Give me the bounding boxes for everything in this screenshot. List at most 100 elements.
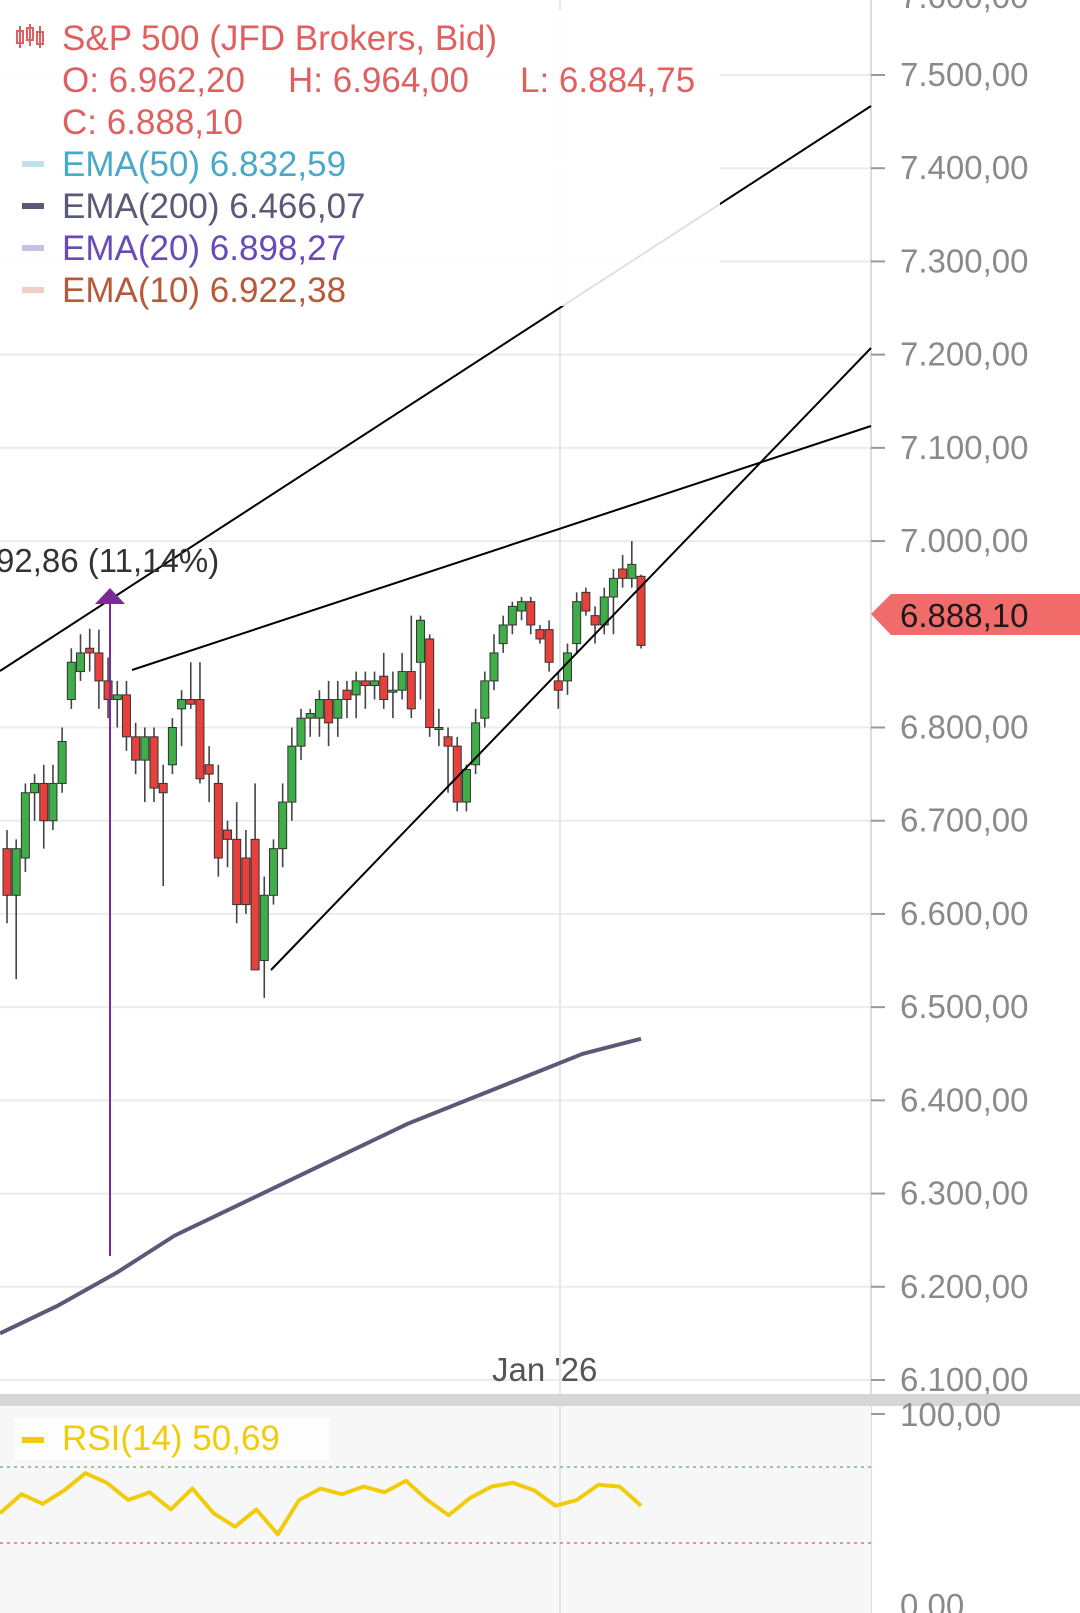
candle-body — [370, 680, 380, 687]
candle — [39, 764, 49, 849]
candle — [535, 624, 545, 644]
ema200-path — [0, 1036, 642, 1336]
candle — [507, 601, 517, 635]
candle — [259, 876, 269, 998]
candle — [103, 657, 113, 719]
candle — [66, 648, 76, 709]
candle — [48, 764, 58, 831]
ohlc-close: C: 6.888,10 — [62, 103, 243, 142]
candle-body — [186, 699, 196, 705]
candle — [140, 727, 150, 803]
candle — [250, 783, 260, 971]
candle — [406, 615, 416, 719]
candle-body — [379, 675, 389, 701]
candle — [342, 680, 352, 719]
price-axis-label: 6.300,00 — [900, 1175, 1028, 1212]
rsi-line — [0, 1471, 643, 1537]
candle-body — [259, 894, 269, 962]
measure-arrow-icon — [95, 588, 125, 604]
candle-body — [213, 782, 223, 859]
candle-body — [498, 624, 508, 645]
candle-body — [204, 764, 214, 775]
candle — [581, 587, 591, 616]
price-axis-label: 6.700,00 — [900, 802, 1028, 839]
ohlc-open: O: 6.962,20 — [62, 61, 245, 100]
measure-label: 92,86 (11,14%) — [0, 542, 219, 579]
candle-body — [287, 745, 297, 803]
candle-body — [333, 699, 343, 719]
price-axis-label: 7.200,00 — [900, 336, 1028, 373]
candle — [177, 690, 187, 747]
indicator-label: EMA(10) 6.922,38 — [62, 271, 346, 310]
current-price-label: 6.888,10 — [900, 597, 1028, 634]
candle — [57, 727, 67, 793]
indicator-swatch-icon — [22, 245, 44, 251]
candle — [461, 764, 471, 812]
candle — [333, 680, 343, 737]
candle — [627, 541, 637, 588]
candle-body — [434, 727, 444, 730]
candle — [471, 708, 481, 775]
candle — [434, 708, 444, 747]
candle-body — [324, 699, 334, 724]
measure-tool[interactable]: 92,86 (11,14%) — [0, 542, 219, 1256]
candle-body — [223, 829, 233, 840]
candle-body — [177, 699, 187, 710]
upper-channel-line[interactable] — [0, 105, 872, 672]
candle-body — [581, 591, 591, 612]
price-axis-label: 7.100,00 — [900, 429, 1028, 466]
legend: S&P 500 (JFD Brokers, Bid) O: 6.962,20 H… — [0, 10, 720, 310]
wedge-resistance-line[interactable] — [131, 425, 872, 671]
candle-body — [85, 647, 95, 654]
candle — [94, 629, 104, 709]
candle — [388, 671, 398, 719]
candle-body — [11, 848, 21, 896]
candle-body — [195, 699, 205, 780]
candle-body — [76, 652, 86, 673]
price-axis-label-partial: 7.600,00 — [900, 0, 1028, 15]
rsi-axis-100: 100,00 — [900, 1396, 1001, 1433]
rsi-pane: RSI(14) 50,69 100,00 0,00 — [0, 1396, 1001, 1613]
candle-body — [406, 671, 416, 710]
indicator-swatch-icon — [22, 287, 44, 293]
candle — [2, 830, 12, 924]
price-axis-label: 6.600,00 — [900, 895, 1028, 932]
candle — [85, 628, 95, 672]
candle-body — [131, 736, 141, 761]
price-axis-label: 7.300,00 — [900, 242, 1028, 279]
price-axis-label: 6.100,00 — [900, 1361, 1028, 1398]
candle — [572, 592, 582, 653]
indicator-swatch-icon — [22, 203, 44, 209]
candle-body — [461, 768, 471, 803]
candle — [480, 671, 490, 728]
price-axis-label: 7.500,00 — [900, 56, 1028, 93]
candle-body — [425, 638, 435, 728]
candle-body — [39, 782, 49, 822]
candle-body — [149, 736, 159, 789]
candle — [379, 652, 389, 709]
price-axis-label: 6.800,00 — [900, 709, 1028, 746]
candle-body — [480, 680, 490, 719]
wedge-support-line[interactable] — [270, 347, 872, 971]
candle-body — [517, 601, 527, 612]
trendlines[interactable] — [0, 105, 872, 971]
rsi-axis-0: 0,00 — [900, 1587, 964, 1613]
candle — [287, 727, 297, 821]
indicator-label: EMA(50) 6.832,59 — [62, 145, 346, 184]
candle — [11, 839, 21, 980]
candle — [213, 764, 223, 877]
candle — [278, 783, 288, 868]
candle — [425, 634, 435, 737]
candle — [415, 615, 425, 700]
pane-divider[interactable] — [0, 1394, 1080, 1406]
candle-body — [590, 615, 600, 626]
candle — [204, 746, 214, 803]
candle — [360, 671, 370, 709]
candle — [370, 671, 380, 700]
candle — [443, 727, 453, 793]
candle — [131, 722, 141, 775]
candlestick-series — [2, 541, 646, 998]
candle — [30, 774, 40, 821]
candle-body — [351, 680, 361, 696]
